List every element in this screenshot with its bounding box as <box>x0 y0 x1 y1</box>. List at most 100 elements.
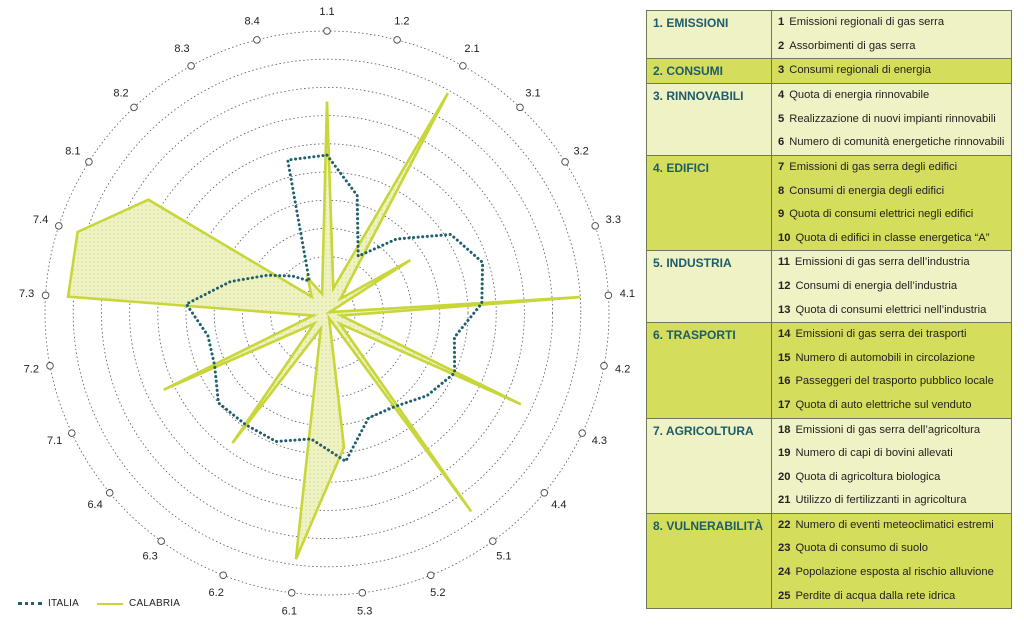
indicator-item: 7 Emissioni di gas serra degli edifici <box>772 156 1011 180</box>
indicator-item: 12 Consumi di energia dell’industria <box>772 275 1011 299</box>
indicator-text: Quota di edifici in classe energetica “A… <box>795 231 990 244</box>
table-row: 4. EDIFICI 7 Emissioni di gas serra degli … <box>646 154 1012 252</box>
axis-label: 8.3 <box>174 43 189 55</box>
indicator-text: Emissioni di gas serra degli edifici <box>789 160 958 173</box>
indicator-cell: 7 Emissioni di gas serra degli edifici 8 Co… <box>771 154 1012 252</box>
indicator-number: 2 <box>778 39 785 52</box>
axis-label: 6.4 <box>87 499 102 511</box>
axis-label: 4.1 <box>620 288 635 300</box>
axis-label: 3.2 <box>573 146 588 158</box>
indicator-item: 9 Quota di consumi elettrici negli edific… <box>772 203 1011 227</box>
indicator-number: 10 <box>778 231 791 244</box>
indicator-item: 19 Numero di capi di bovini allevati <box>772 442 1011 466</box>
indicator-item: 16 Passeggeri del trasporto pubblico loca… <box>772 370 1011 394</box>
indicator-number: 8 <box>778 184 785 197</box>
axis-label: 7.2 <box>24 363 39 375</box>
indicator-number: 15 <box>778 351 791 364</box>
indicator-item: 10 Quota di edifici in classe energetica … <box>772 227 1011 251</box>
indicator-item: 4 Quota di energia rinnovabile <box>772 84 1011 108</box>
axis-label: 5.2 <box>430 587 445 599</box>
indicator-cell: 18 Emissioni di gas serra dell’agricoltur… <box>771 417 1012 514</box>
axis-label: 6.3 <box>142 550 157 562</box>
indicator-number: 18 <box>778 423 791 436</box>
axis-marker <box>358 589 367 597</box>
axis-marker <box>253 36 261 44</box>
indicator-text: Emissioni di gas serra dell’agricoltura <box>795 423 981 436</box>
indicator-number: 3 <box>778 64 785 77</box>
table-row: 6. TRASPORTI 14 Emissioni di gas serra dei… <box>646 322 1012 419</box>
indicator-number: 6 <box>778 136 785 149</box>
indicator-text: Numero di automobili in circolazione <box>795 351 976 364</box>
radar-chart: 1.1 1.2 2.1 3.1 3.2 3.3 4.1 4.2 4.3 4.4 5.1 5.2 5.3 6… <box>19 6 635 618</box>
indicator-number: 4 <box>778 89 785 102</box>
indicator-cell: 22 Numero di eventi meteoclimatici estrem… <box>771 512 1012 610</box>
indicator-number: 7 <box>778 160 785 173</box>
indicator-text: Assorbimenti di gas serra <box>789 39 916 52</box>
indicator-number: 19 <box>778 447 791 460</box>
indicator-text: Consumi regionali di energia <box>789 64 932 77</box>
indicator-text: Numero di comunità energetiche rinnovabi… <box>789 136 1005 149</box>
axis-label: 8.2 <box>113 88 128 100</box>
axis-label: 4.4 <box>551 499 566 511</box>
indicator-item: 8 Consumi di energia degli edifici <box>772 180 1011 204</box>
axis-marker <box>540 489 549 497</box>
series-calabria <box>66 92 581 560</box>
axis-marker <box>578 429 586 437</box>
axis-marker <box>105 489 114 497</box>
indicator-item: 1 Emissioni regionali di gas serra <box>772 11 1011 35</box>
indicator-table: 1. EMISSIONI 1 Emissioni regionali di gas … <box>646 9 1012 610</box>
indicator-number: 21 <box>778 494 791 507</box>
axis-marker <box>323 27 331 35</box>
indicator-item: 2 Assorbimenti di gas serra <box>772 35 1011 59</box>
indicator-number: 24 <box>778 566 791 579</box>
indicator-text: Emissioni regionali di gas serra <box>789 16 945 28</box>
indicator-number: 11 <box>778 256 790 269</box>
legend-swatch-calabria <box>97 602 124 605</box>
category-label: 4. EDIFICI <box>646 154 772 252</box>
axis-label: 1.2 <box>394 15 409 27</box>
table-row: 7. AGRICOLTURA 18 Emissioni di gas serra d… <box>646 417 1012 514</box>
indicator-item: 24 Popolazione esposta al rischio alluvio… <box>772 561 1011 585</box>
indicator-number: 20 <box>778 470 791 483</box>
axis-label: 8.1 <box>65 146 80 158</box>
axis-marker <box>561 158 569 166</box>
indicator-text: Quota di consumi elettrici nell’industri… <box>795 303 987 316</box>
axis-label: 7.3 <box>19 288 34 300</box>
indicator-item: 23 Quota di consumo di suolo <box>772 537 1011 561</box>
category-label: 1. EMISSIONI <box>646 9 772 60</box>
axis-label: 5.3 <box>357 606 372 618</box>
indicator-text: Quota di agricoltura biologica <box>795 470 941 483</box>
table-row: 1. EMISSIONI 1 Emissioni regionali di gas … <box>646 9 1012 60</box>
axis-marker <box>157 537 165 545</box>
axis-label: 4.3 <box>592 435 607 447</box>
category-label: 6. TRASPORTI <box>646 322 772 419</box>
indicator-number: 25 <box>778 589 791 602</box>
axis-marker <box>600 362 608 370</box>
table-row: 5. INDUSTRIA 11 Emissioni di gas serra del… <box>646 250 1012 324</box>
indicator-cell: 11 Emissioni di gas serra dell’industria 1… <box>771 250 1012 324</box>
indicator-item: 25 Perdite di acqua dalla rete idrica <box>772 585 1011 609</box>
indicator-item: 14 Emissioni di gas serra dei trasporti <box>772 323 1011 347</box>
legend-item-calabria: CALABRIA <box>97 598 180 609</box>
axis-marker <box>604 291 613 300</box>
axis-marker <box>489 537 497 545</box>
axis-label: 8.4 <box>244 15 259 27</box>
indicator-item: 3 Consumi regionali di energia <box>772 59 1011 83</box>
indicator-item: 20 Quota di agricoltura biologica <box>772 466 1011 490</box>
table-row: 8. VULNERABILITÀ 22 Numero di eventi meteo… <box>646 512 1012 610</box>
grid-ring <box>100 86 554 540</box>
indicator-number: 13 <box>778 303 791 316</box>
axis-label: 2.1 <box>464 43 479 55</box>
indicator-cell: 1 Emissioni regionali di gas serra 2 Assorb… <box>771 9 1012 60</box>
indicator-item: 21 Utilizzo di fertilizzanti in agricoltu… <box>772 489 1011 513</box>
indicator-cell: 4 Quota di energia rinnovabile 5 Realizzazi… <box>771 83 1012 156</box>
category-label: 8. VULNERABILITÀ <box>646 512 772 610</box>
axis-label: 6.1 <box>282 606 297 618</box>
category-label: 2. CONSUMI <box>646 58 772 85</box>
grid-ring <box>72 58 582 568</box>
indicator-text: Utilizzo di fertilizzanti in agricoltura <box>795 494 967 507</box>
axis-marker <box>591 222 599 230</box>
indicator-number: 9 <box>778 208 785 221</box>
indicator-item: 17 Quota di auto elettriche sul venduto <box>772 394 1011 418</box>
axis-markers <box>41 27 613 597</box>
